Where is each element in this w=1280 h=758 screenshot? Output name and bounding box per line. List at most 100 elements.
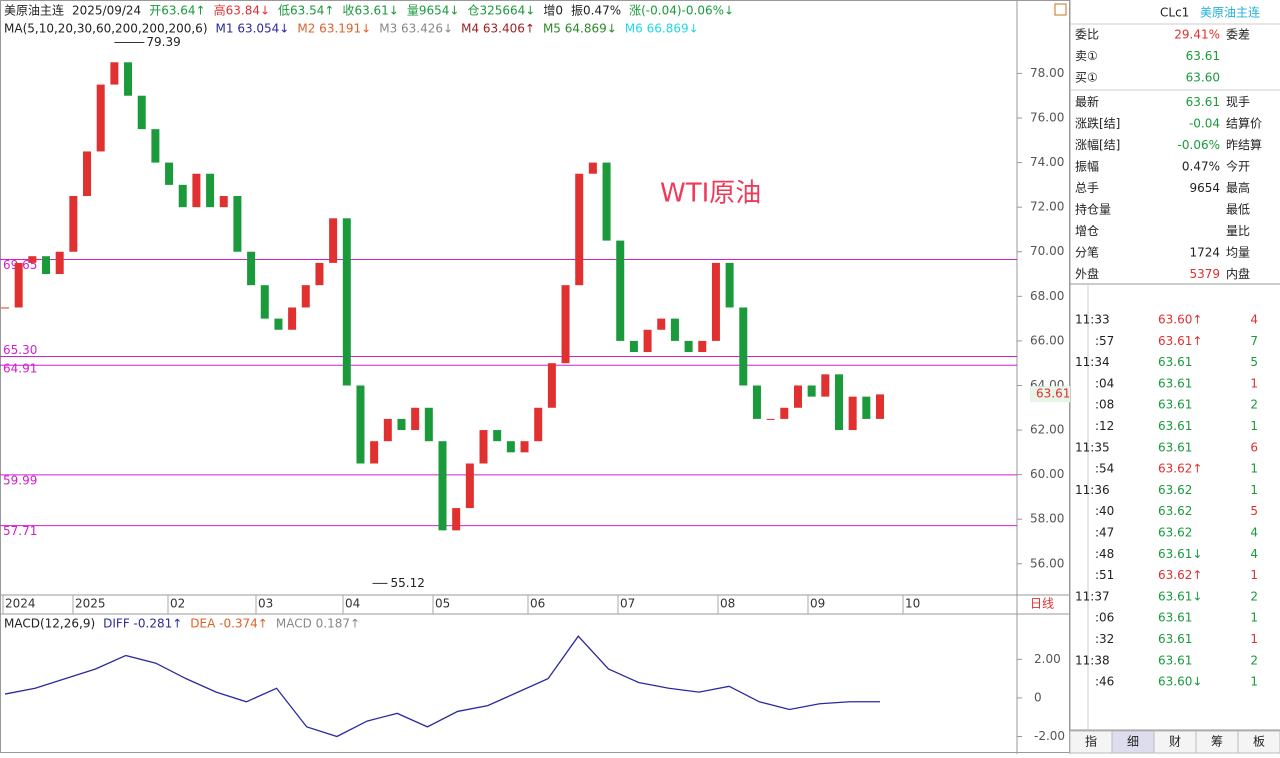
header-item: M3 63.426↓ — [379, 22, 453, 36]
x-label: 2024 — [5, 597, 36, 611]
y-tick-label: 58.00 — [1030, 512, 1064, 526]
candle — [876, 394, 884, 419]
trade-price: 63.62 — [1158, 504, 1192, 518]
macd-tick-label: -2.00 — [1034, 729, 1065, 743]
y-tick-label: 60.00 — [1030, 467, 1064, 481]
trade-time: 11:36 — [1075, 483, 1110, 497]
quote-label: 外盘 — [1075, 266, 1099, 281]
x-label: 02 — [170, 597, 185, 611]
tab-label[interactable]: 板 — [1253, 735, 1265, 749]
trade-volume: 1 — [1250, 632, 1258, 646]
trade-price: 63.62 — [1158, 526, 1192, 540]
candle — [247, 251, 256, 286]
x-label: 08 — [720, 597, 735, 611]
header-item: 美原油主连 — [4, 3, 64, 18]
candle — [766, 418, 775, 420]
candle — [698, 340, 707, 353]
quote-value: 9654 — [1189, 181, 1220, 195]
trade-time: :48 — [1095, 547, 1114, 561]
quote-label: 卖① — [1075, 49, 1098, 63]
trade-price: 63.61↑ — [1158, 334, 1202, 348]
quote-value: 63.60 — [1186, 71, 1220, 85]
header-item: M1 63.054↓ — [216, 22, 290, 36]
candle — [657, 318, 666, 330]
tab-label[interactable]: 筹 — [1211, 735, 1223, 749]
header-item: M5 64.869↓ — [543, 22, 617, 36]
trade-volume: 1 — [1250, 568, 1258, 582]
candle — [602, 162, 611, 241]
candle — [438, 441, 447, 531]
candle — [452, 508, 461, 531]
candle — [356, 385, 365, 464]
x-label: 06 — [530, 597, 545, 611]
trade-volume: 2 — [1250, 653, 1258, 667]
trade-time: :32 — [1095, 632, 1114, 646]
candle — [588, 162, 597, 174]
quote-value: 5379 — [1189, 267, 1220, 281]
quote-label: 委比 — [1075, 28, 1099, 42]
candle — [42, 256, 51, 275]
header-item: 低63.54↑ — [278, 4, 334, 18]
toggle-icon[interactable] — [1054, 3, 1067, 16]
candle — [151, 129, 160, 163]
x-label: 10 — [905, 597, 920, 611]
tab[interactable] — [1237, 730, 1280, 754]
header-item: 量9654↓ — [407, 4, 460, 18]
macd-legend: MACD 0.187↑ — [276, 617, 360, 631]
trade-price: 63.61 — [1158, 611, 1192, 625]
quote-value: 63.61 — [1186, 95, 1220, 109]
header-item: 增0 — [543, 4, 563, 18]
trade-volume: 7 — [1250, 334, 1258, 348]
trade-time: 11:34 — [1075, 355, 1110, 369]
quote-label: 持仓量 — [1075, 202, 1111, 217]
macd-legend: DEA -0.374↑ — [190, 617, 268, 631]
header-item: 振0.47% — [571, 4, 621, 18]
trade-price: 63.61 — [1158, 419, 1192, 433]
trade-volume: 1 — [1250, 419, 1258, 433]
trade-volume: 1 — [1250, 483, 1258, 497]
trade-volume: 6 — [1250, 440, 1258, 454]
y-tick-label: 78.00 — [1030, 66, 1064, 80]
level-label: 57.71 — [3, 524, 37, 538]
quote-value: 0.47% — [1182, 160, 1220, 174]
candle — [643, 329, 652, 353]
last-price: 63.61 — [1036, 387, 1070, 401]
quote-label2: 现手 — [1226, 95, 1250, 109]
candle — [274, 318, 283, 330]
quote-label: 涨跌[结] — [1075, 116, 1120, 131]
candle — [670, 318, 679, 341]
candle — [1, 307, 9, 309]
quote-label2: 结算价 — [1226, 116, 1262, 131]
tab-label[interactable]: 细 — [1127, 735, 1139, 749]
candle — [807, 385, 816, 397]
trade-price: 63.61 — [1158, 376, 1192, 390]
trade-time: :04 — [1095, 376, 1114, 390]
quote-name: 美原油主连 — [1200, 5, 1260, 20]
y-tick-label: 72.00 — [1030, 200, 1064, 214]
trade-volume: 4 — [1250, 313, 1258, 327]
candle — [465, 463, 474, 509]
quote-label2: 内盘 — [1226, 266, 1250, 281]
trade-time: :47 — [1095, 526, 1114, 540]
trade-volume: 1 — [1250, 376, 1258, 390]
y-tick-label: 62.00 — [1030, 423, 1064, 437]
tab-label[interactable]: 指 — [1085, 734, 1097, 749]
macd-tick-label: 2.00 — [1034, 652, 1061, 666]
y-tick-label: 66.00 — [1030, 333, 1064, 347]
trade-time: :12 — [1095, 419, 1114, 433]
candle — [370, 441, 379, 464]
quote-value: 29.41% — [1174, 28, 1220, 42]
macd-legend: DIFF -0.281↑ — [103, 617, 182, 631]
macd-legend: MACD(12,26,9) — [4, 617, 95, 631]
candle — [493, 430, 502, 442]
candle — [28, 256, 37, 263]
candle — [260, 285, 269, 319]
trade-price: 63.61↓ — [1158, 547, 1202, 561]
tab-label[interactable]: 财 — [1169, 735, 1181, 749]
quote-label: 总手 — [1075, 181, 1099, 195]
quote-label: 分笔 — [1075, 245, 1099, 260]
trade-price: 63.61 — [1158, 653, 1192, 667]
low-label: 55.12 — [391, 576, 425, 590]
trade-price: 63.61 — [1158, 632, 1192, 646]
trade-volume: 1 — [1250, 611, 1258, 625]
